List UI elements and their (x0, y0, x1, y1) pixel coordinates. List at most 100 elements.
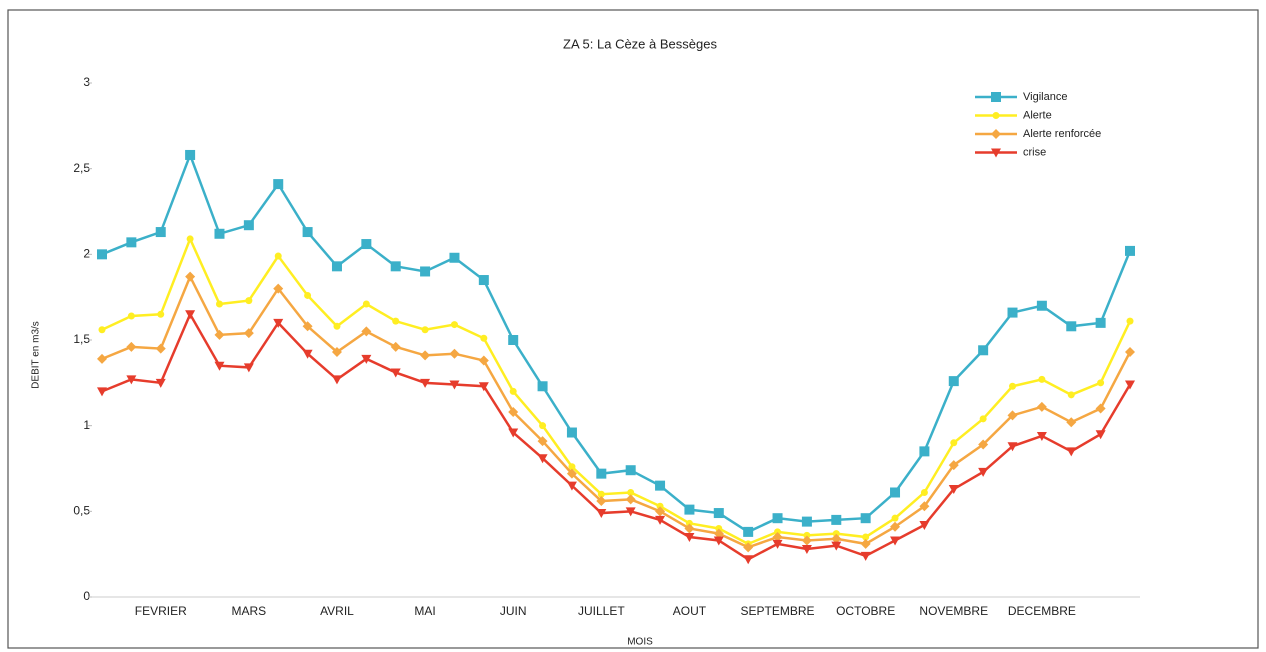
data-point (537, 381, 548, 392)
data-point (801, 545, 812, 555)
y-tick-label: 0 (83, 589, 90, 603)
y-tick-label: 1 (83, 418, 90, 432)
data-point (449, 380, 460, 390)
data-point (1036, 300, 1047, 311)
data-point (891, 514, 899, 522)
data-point (392, 317, 400, 325)
data-point (390, 368, 401, 378)
x-tick-label: AOUT (673, 604, 707, 618)
legend-marker (992, 112, 1000, 119)
data-point (449, 252, 460, 263)
data-point (304, 291, 312, 299)
data-point (625, 507, 636, 517)
data-point (273, 318, 284, 328)
data-point (214, 228, 225, 239)
data-point (801, 516, 812, 527)
data-point (185, 271, 196, 282)
legend-marker (991, 92, 1001, 102)
data-point (774, 528, 782, 536)
data-point (1095, 403, 1106, 414)
data-point (273, 179, 284, 190)
legend-text: crise (1023, 146, 1046, 158)
data-point (215, 300, 223, 308)
data-point (98, 326, 106, 334)
x-tick-label: DECEMBRE (1008, 604, 1076, 618)
data-point (1097, 379, 1105, 387)
data-point (890, 487, 901, 498)
data-point (655, 480, 666, 491)
series-line (101, 273, 1132, 549)
data-point (155, 343, 166, 354)
data-point (772, 513, 783, 524)
data-point (331, 346, 342, 357)
data-point (625, 494, 636, 505)
data-point (537, 436, 548, 447)
data-point (743, 542, 754, 553)
data-point (801, 535, 812, 546)
data-point (243, 363, 254, 373)
data-point (627, 488, 635, 496)
data-point (625, 465, 636, 476)
data-point (214, 361, 225, 371)
data-point (1066, 321, 1077, 332)
data-point (596, 496, 607, 507)
data-point (1007, 410, 1018, 421)
data-point (743, 555, 754, 565)
data-point (126, 375, 137, 385)
data-point (1038, 375, 1046, 383)
data-point (596, 509, 607, 519)
data-point (361, 354, 372, 364)
data-point (331, 375, 342, 385)
data-point (274, 252, 282, 260)
data-point (860, 551, 871, 561)
legend-text: Alerte renforcée (1023, 128, 1101, 140)
data-point (126, 341, 137, 352)
data-point (713, 528, 724, 539)
data-point (1125, 380, 1135, 390)
legend-marker (991, 148, 1001, 158)
data-point (596, 468, 607, 479)
data-point (803, 531, 811, 539)
data-point (772, 539, 783, 549)
data-point (1036, 401, 1047, 412)
y-tick-label: 3 (83, 75, 90, 89)
legend-text: Alerte (1023, 109, 1052, 121)
legend-marker (991, 129, 1001, 139)
y-tick-label: 2,5 (73, 161, 90, 175)
data-point (948, 485, 959, 495)
data-point (155, 378, 166, 388)
data-point (566, 427, 577, 438)
x-tick-label: JUILLET (578, 604, 625, 618)
data-point (420, 266, 431, 277)
data-point (860, 513, 871, 524)
data-point (656, 502, 664, 510)
data-point (1125, 346, 1135, 357)
data-point (478, 382, 489, 392)
data-point (772, 532, 783, 543)
data-point (1095, 430, 1106, 440)
data-point (743, 526, 754, 537)
data-point (685, 519, 693, 527)
data-point (655, 506, 666, 517)
data-point (1007, 442, 1018, 452)
y-tick-label: 1,5 (73, 332, 90, 346)
data-point (186, 235, 194, 243)
y-tick-label: 0,5 (73, 504, 90, 518)
data-point (333, 322, 341, 330)
x-tick-label: MAI (414, 604, 435, 618)
x-axis-label: MOIS (627, 637, 653, 648)
data-point (185, 310, 196, 320)
data-point (978, 439, 989, 450)
data-point (860, 538, 871, 549)
data-point (480, 334, 488, 342)
data-point (1125, 245, 1135, 256)
data-point (597, 490, 605, 498)
data-point (245, 297, 253, 305)
data-point (890, 521, 901, 532)
data-point (97, 249, 107, 260)
data-point (684, 533, 695, 543)
chart-title: ZA 5: La Cèze à Bessèges (563, 36, 717, 51)
data-point (331, 261, 342, 272)
data-point (420, 378, 431, 388)
